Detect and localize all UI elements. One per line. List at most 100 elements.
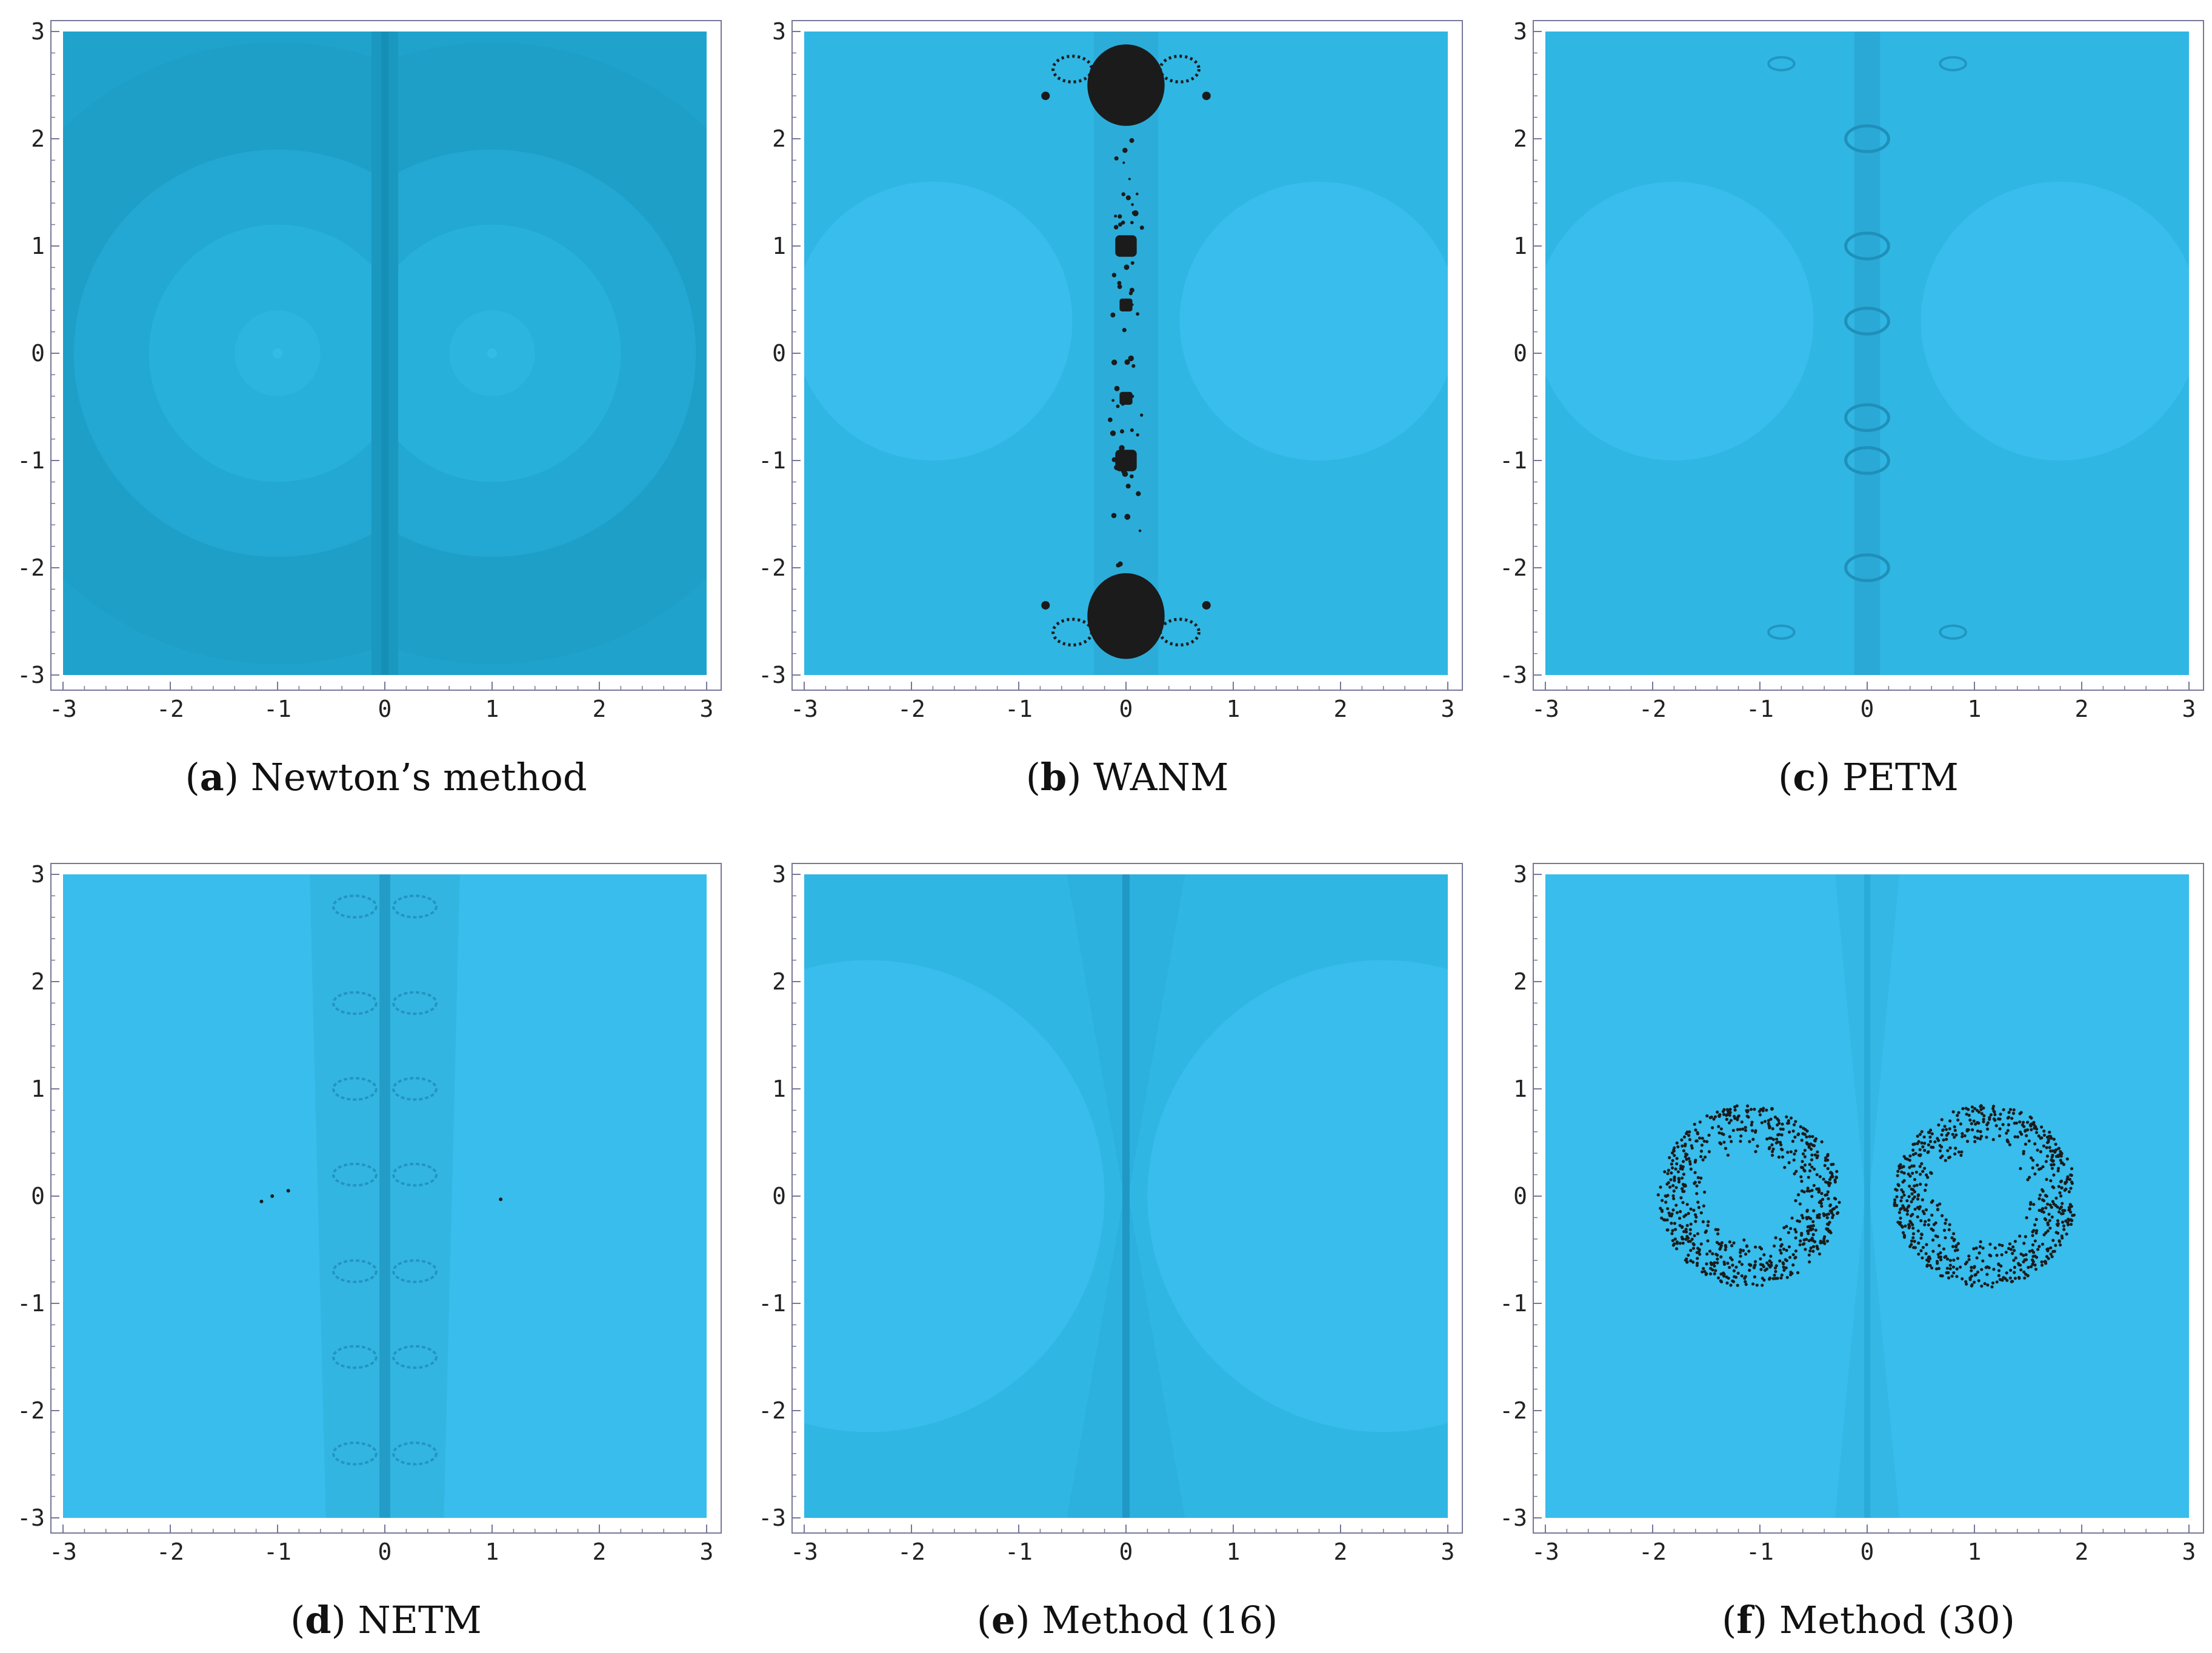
scatter-point <box>2050 1163 2053 1166</box>
scatter-point <box>1979 1137 1982 1141</box>
scatter-point <box>1799 1175 1803 1179</box>
y-tick-label: 3 <box>1513 861 1527 888</box>
scatter-point <box>2016 1135 2020 1139</box>
scatter-point <box>1813 1167 1816 1171</box>
scatter-point <box>1991 1281 1995 1285</box>
scatter-point <box>2057 1146 2061 1150</box>
scatter-point <box>1706 1239 1710 1243</box>
scatter-point <box>2070 1180 2074 1184</box>
scatter-point <box>1724 1146 1728 1150</box>
scatter-point <box>2022 1120 2025 1124</box>
scatter-point <box>2017 1276 2021 1279</box>
scatter-point <box>1786 1151 1790 1154</box>
scatter-point <box>1777 1156 1781 1159</box>
scatter-point <box>1908 1166 1911 1169</box>
scatter-point <box>1911 1226 1915 1230</box>
scatter-point <box>1753 1260 1757 1263</box>
x-tick-label: 2 <box>1334 1538 1348 1565</box>
scatter-point <box>1707 1220 1710 1223</box>
scatter-point <box>1908 1174 1912 1178</box>
x-tick-label: 1 <box>1968 696 1982 722</box>
scatter-point <box>1998 1117 2002 1121</box>
scatter-point <box>1672 1148 1676 1152</box>
x-tick-label: -1 <box>1746 1538 1774 1565</box>
scatter-point <box>2031 1159 2035 1162</box>
scatter-point <box>1952 1271 1956 1275</box>
y-tick-label: 1 <box>772 233 786 259</box>
scatter-point <box>1908 1154 1912 1158</box>
scatter-point <box>2010 1117 2014 1120</box>
fractal-speck <box>1108 417 1113 422</box>
scatter-point <box>2064 1187 2068 1191</box>
scatter-point <box>1768 1125 1771 1129</box>
scatter-point <box>1951 1132 1954 1136</box>
panel-caption: (b) WANM <box>1026 755 1229 799</box>
x-tick-label: 0 <box>378 696 392 722</box>
y-tick-label: 2 <box>772 125 786 152</box>
plot-frame <box>1533 20 2204 691</box>
fractal-loop <box>1767 624 1796 640</box>
scatter-point <box>1671 1194 1675 1198</box>
scatter-point <box>2064 1182 2067 1185</box>
scatter-point <box>1689 1259 1693 1263</box>
scatter-point <box>1967 1258 1971 1262</box>
scatter-point <box>1761 1283 1764 1287</box>
scatter-point <box>2009 1268 2013 1272</box>
scatter-point <box>1816 1150 1819 1154</box>
scatter-point <box>1937 1244 1941 1248</box>
scatter-point <box>1897 1166 1901 1170</box>
scatter-point <box>1923 1223 1927 1226</box>
scatter-point <box>1807 1232 1810 1236</box>
scatter-point <box>1978 1245 1982 1248</box>
scatter-point <box>1899 1206 1903 1211</box>
scatter-point <box>1791 1252 1795 1257</box>
scatter-point <box>1794 1230 1798 1234</box>
x-tick-label: 0 <box>378 1538 392 1565</box>
scatter-point <box>1809 1142 1813 1146</box>
scatter-point <box>1750 1120 1754 1124</box>
scatter-point <box>1951 1110 1955 1114</box>
scatter-point <box>1789 1150 1793 1154</box>
scatter-point <box>1915 1183 1919 1187</box>
scatter-point <box>1923 1148 1927 1152</box>
fractal-speck <box>1131 203 1134 206</box>
plot-area-f <box>1545 874 2189 1518</box>
scatter-point <box>1684 1259 1688 1262</box>
scatter-point <box>1702 1204 1705 1208</box>
scatter-point <box>1805 1209 1809 1213</box>
scatter-point <box>1728 1240 1731 1244</box>
scatter-point <box>1699 1149 1704 1153</box>
scatter-point <box>1823 1163 1827 1168</box>
scatter-point <box>1771 1127 1774 1131</box>
scatter-point <box>1785 1248 1788 1252</box>
scatter-point <box>1991 1106 1995 1111</box>
scatter-point <box>2067 1206 2071 1209</box>
scatter-point <box>1685 1203 1689 1206</box>
x-tick-label: 1 <box>1968 1538 1982 1565</box>
fractal-speck <box>1121 192 1125 196</box>
scatter-point <box>2056 1219 2060 1223</box>
scatter-point <box>2027 1139 2031 1143</box>
scatter-point <box>1955 1267 1959 1271</box>
scatter-point <box>1922 1135 1926 1139</box>
scatter-point <box>1728 1113 1731 1117</box>
scatter-point <box>1829 1176 1833 1179</box>
scatter-point <box>1751 1137 1755 1141</box>
scatter-point <box>2008 1143 2012 1146</box>
scatter-point <box>1716 1276 1721 1280</box>
scatter-point <box>1761 1109 1765 1113</box>
scatter-point <box>1987 1266 1991 1269</box>
scatter-point <box>1898 1222 1902 1226</box>
scatter-point <box>2047 1134 2051 1138</box>
scatter-point <box>1981 1259 1985 1263</box>
scatter-point <box>2062 1228 2066 1231</box>
scatter-point <box>1716 1110 1719 1114</box>
plot-area-b <box>804 32 1448 675</box>
scatter-point <box>1934 1234 1937 1238</box>
scatter-point <box>1670 1166 1674 1170</box>
basin-disk <box>1147 960 1448 1432</box>
scatter-point <box>1718 1141 1722 1145</box>
y-tick-label: 3 <box>31 18 45 45</box>
scatter-point <box>1777 1132 1781 1136</box>
scatter-point <box>1759 1263 1763 1266</box>
